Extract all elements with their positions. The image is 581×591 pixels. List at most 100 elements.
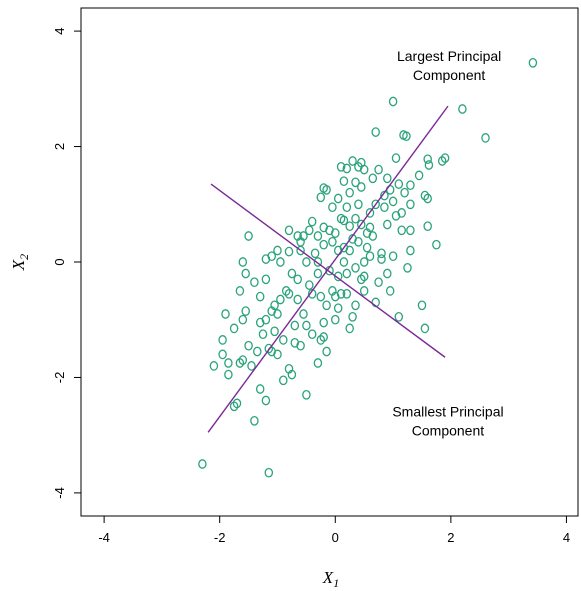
data-point — [302, 389, 311, 400]
data-point — [316, 192, 326, 203]
data-point — [345, 221, 354, 232]
data-point — [388, 96, 398, 107]
data-point — [345, 187, 354, 198]
data-point — [365, 222, 375, 233]
data-point — [403, 262, 412, 273]
data-point — [279, 375, 288, 386]
data-point — [279, 335, 288, 345]
data-point — [342, 163, 352, 174]
data-point — [380, 190, 389, 201]
data-point — [400, 187, 409, 198]
y-axis: -4 -2 0 2 4 — [52, 27, 81, 499]
data-point — [345, 323, 354, 334]
data-point — [359, 271, 369, 282]
x-axis: -4 -2 0 2 4 — [98, 516, 570, 545]
data-point — [365, 208, 375, 218]
data-point — [264, 467, 274, 478]
data-point — [394, 179, 404, 189]
x-tick-label: -4 — [98, 530, 110, 545]
data-point — [293, 294, 302, 305]
data-point — [296, 236, 305, 247]
data-point — [385, 286, 395, 296]
data-point — [319, 317, 328, 328]
data-point — [423, 221, 432, 232]
data-point — [325, 225, 334, 236]
data-point — [255, 291, 265, 302]
data-point — [336, 288, 346, 299]
data-point — [359, 164, 369, 175]
data-point — [313, 268, 323, 279]
data-point — [244, 340, 253, 351]
data-point — [218, 349, 227, 360]
data-point — [351, 213, 360, 224]
y-tick-label: 0 — [52, 258, 67, 265]
data-point — [287, 268, 297, 279]
data-point — [284, 288, 294, 299]
data-point — [339, 176, 349, 187]
data-point — [250, 277, 259, 288]
smallest-pc-annotation: Smallest Principal Component — [392, 404, 503, 439]
y-tick-label: 2 — [52, 143, 67, 150]
data-point — [273, 245, 282, 256]
data-point — [420, 190, 430, 201]
data-point — [244, 231, 253, 241]
data-point — [250, 415, 259, 426]
data-point — [290, 337, 300, 348]
data-point — [232, 398, 242, 409]
data-point — [383, 268, 392, 279]
data-point — [247, 361, 256, 371]
data-point — [342, 202, 352, 213]
data-point — [316, 291, 326, 302]
data-point — [258, 329, 268, 340]
data-point — [284, 246, 294, 257]
x-axis-title: X1 — [322, 568, 339, 590]
principal-component-lines — [207, 105, 449, 433]
data-point — [394, 311, 404, 322]
data-point — [302, 257, 311, 267]
data-point — [261, 314, 271, 325]
data-point — [359, 286, 369, 296]
data-point — [351, 300, 360, 311]
x-tick-label: 2 — [447, 530, 454, 545]
data-point — [371, 199, 380, 210]
data-point — [423, 154, 432, 165]
data-point — [432, 239, 441, 250]
data-point — [198, 459, 207, 469]
data-point — [423, 193, 432, 204]
data-point — [365, 251, 375, 262]
data-point — [270, 326, 279, 337]
data-point — [437, 156, 447, 166]
data-point — [391, 153, 401, 163]
data-point — [336, 161, 346, 172]
data-point — [424, 160, 434, 170]
data-point — [238, 314, 248, 325]
data-point — [261, 395, 271, 406]
data-point — [276, 257, 285, 267]
data-point — [305, 280, 314, 290]
data-point — [307, 216, 317, 227]
data-point — [290, 320, 300, 331]
data-point — [333, 303, 343, 314]
data-point — [342, 288, 352, 299]
data-point — [377, 248, 386, 259]
data-point — [299, 309, 308, 319]
data-point — [377, 254, 386, 264]
data-point — [331, 314, 340, 325]
data-point — [388, 196, 398, 207]
data-point — [221, 309, 230, 319]
data-point — [322, 184, 331, 195]
data-point — [383, 173, 392, 184]
data-point — [402, 131, 411, 142]
data-point — [351, 177, 360, 188]
y-tick-label: -2 — [52, 372, 67, 384]
data-point — [241, 306, 250, 316]
data-point — [253, 346, 262, 357]
data-point — [406, 225, 415, 236]
data-point — [322, 346, 331, 357]
data-point — [388, 251, 398, 262]
data-point — [209, 361, 219, 371]
y-axis-title: X2 — [9, 254, 31, 271]
data-point — [342, 268, 352, 279]
data-point — [293, 274, 302, 285]
